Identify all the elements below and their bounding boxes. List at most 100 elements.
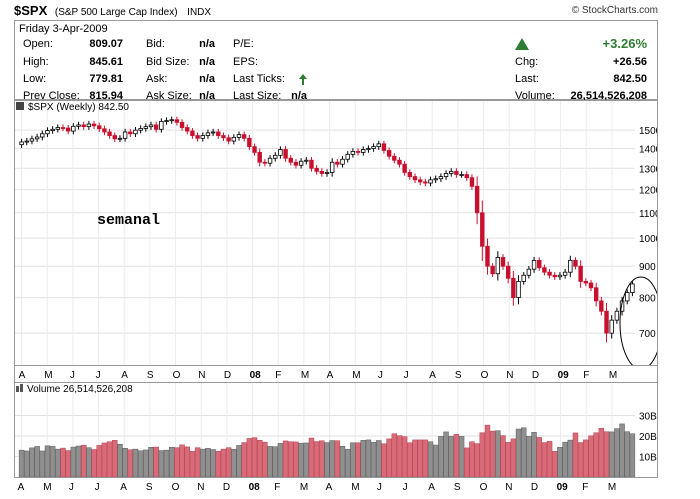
volume-bar: [303, 442, 310, 478]
candle-body: [376, 143, 381, 148]
x-tick-label-bottom: D: [531, 482, 538, 493]
volume-bar: [619, 423, 625, 478]
volume-bar: [298, 442, 304, 478]
candle-body: [50, 128, 55, 131]
volume-icon: [16, 386, 19, 392]
x-tick-label-bottom: A: [326, 482, 333, 493]
low-value: 779.81: [89, 73, 123, 85]
volume-bar: [401, 436, 408, 478]
annotation-text: semanal: [97, 212, 160, 229]
candle-body: [102, 128, 107, 133]
title-row: $SPX (S&P 500 Large Cap Index) INDX: [14, 3, 211, 19]
candle-body: [428, 179, 433, 184]
bid-value: n/a: [199, 38, 215, 50]
price-legend: $SPX (Weekly) 842.50: [28, 102, 129, 113]
candle-body: [464, 174, 469, 179]
volume-bar: [329, 440, 335, 478]
candle-body: [55, 127, 61, 130]
candle-body: [231, 136, 237, 142]
quote-panel: Friday 3-Apr-2009 Open: 809.07 High: 845…: [14, 20, 658, 102]
x-tick-label-bottom: N: [505, 482, 512, 493]
x-tick-label: S: [147, 370, 154, 381]
volume-bar: [417, 439, 423, 478]
candle-body: [417, 179, 423, 183]
price-y-tick-label: 800: [639, 294, 656, 305]
volume-bar: [293, 441, 299, 478]
volume-bar: [500, 435, 506, 478]
volume-bar: [552, 451, 558, 478]
candle-body: [40, 133, 45, 138]
candle-body: [221, 135, 226, 139]
candle-body: [200, 135, 205, 139]
high-label: High:: [23, 56, 49, 68]
candle-body: [345, 153, 350, 160]
candle-body: [552, 274, 557, 278]
candle-body: [138, 128, 143, 131]
candle-body: [169, 119, 174, 122]
candle-body: [361, 149, 366, 153]
volume-bar: [577, 442, 584, 478]
volume-bar: [313, 441, 320, 478]
volume-bar: [479, 432, 486, 478]
candle-body: [588, 282, 594, 289]
candle-body: [122, 131, 128, 139]
chart-menu-icon[interactable]: [16, 102, 24, 110]
volume-bar: [215, 450, 222, 478]
volume-bar: [122, 448, 128, 478]
candle-body: [625, 292, 630, 302]
candle-body: [614, 310, 620, 321]
volume-bar: [106, 441, 113, 478]
candle-body: [521, 274, 526, 282]
candle-body: [407, 172, 413, 178]
volume-bar: [495, 430, 501, 478]
ask-size-label: Ask Size:: [146, 90, 192, 102]
up-arrow-icon: [515, 38, 529, 50]
candle-body: [449, 170, 454, 174]
volume-bar: [189, 451, 196, 478]
price-y-tick-label: 1400: [639, 145, 657, 156]
volume-bar: [567, 439, 574, 478]
candle-body: [433, 178, 438, 181]
volume-bar: [407, 442, 413, 478]
candle-body: [324, 172, 330, 174]
pct-change: +3.26%: [602, 36, 647, 51]
candle-body: [34, 136, 40, 140]
volume-bar: [562, 441, 568, 478]
volume-bar: [49, 446, 56, 478]
low-label: Low:: [23, 73, 47, 85]
x-tick-label: D: [224, 370, 231, 381]
candle-body: [86, 123, 92, 128]
volume-bar: [603, 431, 610, 478]
volume-bar: [365, 439, 372, 478]
volume-bar: [96, 445, 102, 478]
candle-body: [474, 185, 480, 214]
candle-body: [386, 150, 392, 157]
price-y-tick-label: 1300: [639, 164, 657, 175]
candle-body: [19, 141, 24, 146]
candle-body: [573, 259, 578, 267]
pe-label: P/E:: [233, 38, 254, 50]
volume-bar: [34, 446, 40, 478]
volume-bar: [163, 449, 170, 478]
volume-chart: 10B 20B 30B Volume 26,514,526,208: [15, 383, 657, 478]
x-tick-label: 08: [250, 370, 262, 381]
volume-bar: [489, 430, 496, 478]
candle-body: [267, 157, 273, 164]
candle-body: [205, 132, 211, 136]
candle-body: [459, 174, 464, 176]
candle-body: [319, 170, 325, 174]
candle-body: [371, 146, 376, 149]
candle-body: [179, 121, 185, 128]
x-tick-label-bottom: M: [351, 482, 359, 493]
candle-body: [76, 124, 81, 127]
volume-y-tick-label: 20B: [639, 432, 657, 443]
candle-body: [226, 137, 231, 142]
price-y-tick-label: 1100: [639, 209, 657, 220]
candle-body: [159, 121, 164, 130]
volume-bar: [520, 427, 527, 478]
candle-body: [557, 274, 563, 278]
candle-body: [304, 159, 309, 162]
last-label: Last:: [515, 73, 539, 85]
volume-bar: [18, 449, 25, 478]
volume-bar: [65, 450, 71, 478]
